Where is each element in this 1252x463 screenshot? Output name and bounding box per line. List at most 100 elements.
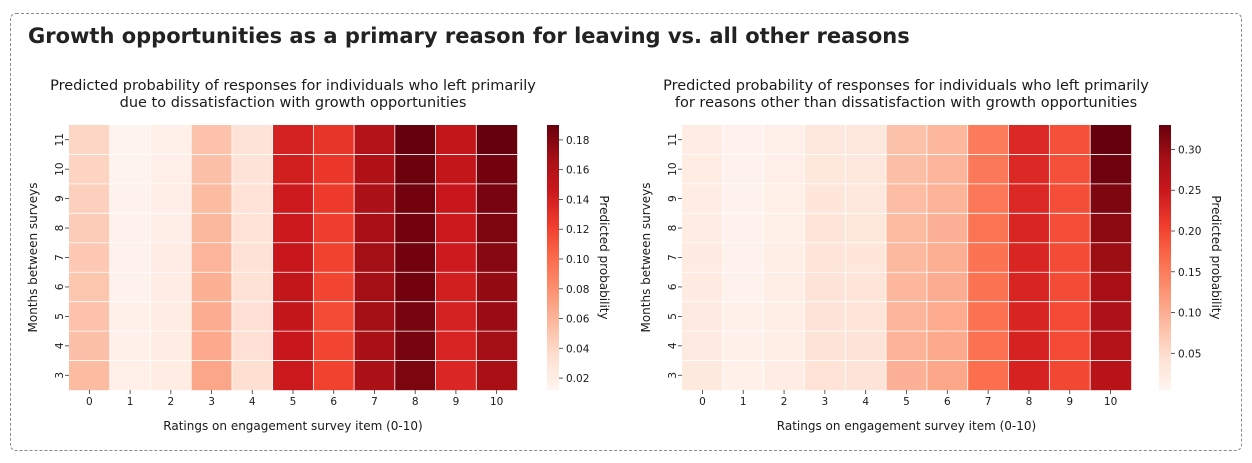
heatmap-cell: [886, 301, 928, 332]
x-tick-label: 6: [330, 396, 337, 408]
heatmap-cell: [1008, 360, 1050, 391]
heatmap-cell: [354, 242, 396, 273]
heatmap-cell: [231, 183, 273, 214]
colorbar-tick-label: 0.04: [566, 343, 590, 355]
heatmap-cell: [476, 242, 518, 273]
heatmap-cell: [354, 301, 396, 332]
heatmap-cell: [272, 242, 314, 273]
heatmap-cell: [69, 213, 110, 243]
heatmap-cell: [1049, 301, 1091, 332]
heatmap-cell: [109, 242, 151, 273]
heatmap-cell: [926, 183, 968, 214]
heatmap-cell: [272, 183, 314, 214]
heatmap-cell: [722, 125, 764, 155]
heatmap-cell: [313, 301, 355, 332]
heatmap-cell: [682, 242, 724, 273]
heatmap-cell: [1049, 125, 1091, 155]
heatmap-cell: [926, 125, 968, 155]
heatmap-cell: [804, 154, 846, 185]
heatmap-cell: [435, 183, 477, 214]
y-tick-label: 10: [54, 162, 66, 175]
figure-frame: [10, 13, 1242, 451]
x-tick-label: 1: [740, 396, 747, 408]
heatmap-cell: [150, 154, 192, 185]
x-tick-label: 6: [944, 396, 951, 408]
heatmap-cell: [313, 183, 355, 214]
heatmap-cell: [845, 272, 887, 302]
heatmap-cell: [682, 331, 724, 361]
heatmap-cell: [1008, 125, 1050, 155]
heatmap-cell: [435, 125, 477, 155]
colorbar-tick-label: 0.25: [1178, 185, 1201, 197]
heatmap-cell: [435, 272, 477, 302]
heatmap-cell: [231, 272, 273, 302]
heatmap-cell: [354, 154, 396, 185]
heatmap-cell: [272, 154, 314, 185]
heatmap-cell: [476, 183, 518, 214]
heatmap-cell: [394, 272, 436, 302]
heatmap-cell: [1008, 213, 1050, 243]
heatmap-cell: [682, 272, 724, 302]
colorbar-tick-label: 0.10: [566, 254, 589, 266]
heatmap-cell: [1090, 272, 1132, 302]
heatmap-cell: [926, 360, 968, 391]
heatmap-cell: [682, 301, 724, 332]
colorbar-label: Predicted probability: [1209, 195, 1223, 319]
heatmap-cell: [763, 125, 805, 155]
heatmap-cell: [804, 125, 846, 155]
heatmap-cell: [191, 301, 233, 332]
heatmap-cell: [191, 331, 233, 361]
heatmap-cell: [1090, 331, 1132, 361]
heatmap-cell: [1049, 272, 1091, 302]
heatmap-cell: [1090, 242, 1132, 273]
heatmap-cell: [313, 213, 355, 243]
y-tick-label: 10: [667, 162, 679, 175]
heatmap-cell: [109, 272, 151, 302]
heatmap-cell: [313, 125, 355, 155]
heatmap-cell: [191, 154, 233, 185]
heatmap-cell: [150, 360, 192, 391]
heatmap-cell: [394, 154, 436, 185]
heatmap-cell: [763, 301, 805, 332]
heatmap-cell: [682, 154, 724, 185]
heatmap-cell: [763, 154, 805, 185]
colorbar-tick-label: 0.16: [566, 165, 590, 177]
heatmap-cell: [231, 360, 273, 391]
heatmap-cell: [1008, 242, 1050, 273]
heatmap-cell: [313, 154, 355, 185]
y-tick-label: 7: [667, 254, 679, 261]
heatmap-cell: [1049, 213, 1091, 243]
y-tick-label: 7: [54, 254, 66, 261]
x-tick-label: 9: [453, 396, 460, 408]
y-axis-label: Months between surveys: [639, 182, 653, 332]
heatmap-cell: [394, 360, 436, 391]
heatmap-cell: [1090, 183, 1132, 214]
heatmap-cell: [682, 183, 724, 214]
heatmap-cell: [845, 154, 887, 185]
x-tick-label: 4: [249, 396, 256, 408]
heatmap-cell: [763, 242, 805, 273]
heatmap-cell: [926, 242, 968, 273]
y-tick-label: 9: [667, 195, 679, 202]
heatmap-cell: [69, 272, 110, 302]
heatmap-cell: [354, 125, 396, 155]
heatmap-cell: [313, 331, 355, 361]
colorbar-tick-label: 0.08: [566, 284, 589, 296]
x-tick-label: 2: [781, 396, 788, 408]
x-tick-label: 4: [862, 396, 869, 408]
colorbar: [1159, 125, 1171, 390]
y-tick-label: 8: [54, 225, 66, 232]
chart-title-line: Predicted probability of responses for i…: [50, 78, 536, 94]
heatmap-cell: [435, 360, 477, 391]
figure-title: Growth opportunities as a primary reason…: [28, 24, 910, 48]
heatmap-cell: [804, 301, 846, 332]
colorbar-tick-label: 0.14: [566, 194, 590, 206]
heatmap-cell: [886, 183, 928, 214]
heatmap-cell: [394, 242, 436, 273]
heatmap-cell: [1090, 154, 1132, 185]
heatmap-cell: [682, 213, 724, 243]
y-tick-label: 9: [54, 195, 66, 202]
x-axis-label: Ratings on engagement survey item (0-10): [777, 419, 1036, 433]
y-tick-label: 3: [667, 372, 679, 379]
heatmap-cell: [1008, 154, 1050, 185]
